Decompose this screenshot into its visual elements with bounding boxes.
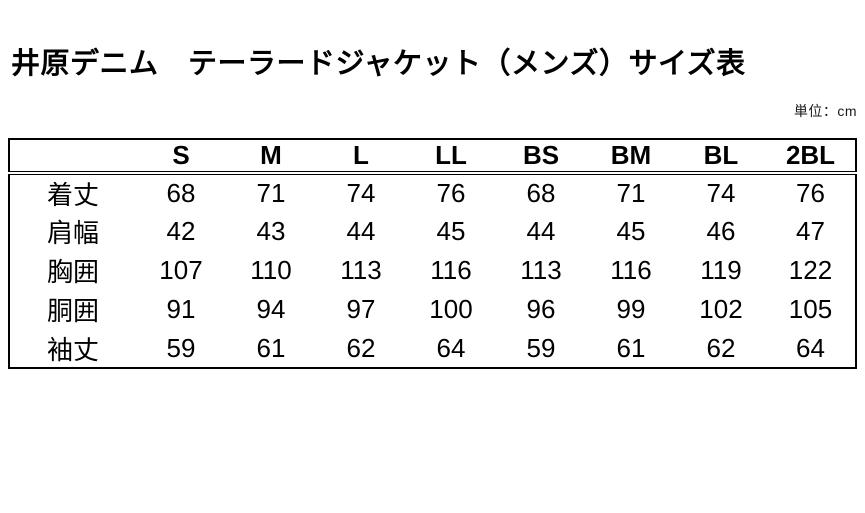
cell: 44 <box>526 216 556 246</box>
unit-label: 単位：cm <box>793 103 857 119</box>
cell: 46 <box>706 216 736 246</box>
cell: 116 <box>610 255 652 285</box>
cell: 43 <box>256 216 286 246</box>
cell: 107 <box>159 255 203 285</box>
row-label: 袖丈 <box>46 334 99 365</box>
cell: 42 <box>166 216 196 246</box>
cell: 74 <box>706 178 736 208</box>
cell: 96 <box>526 294 556 324</box>
cell: 61 <box>256 332 286 363</box>
row-label: 胸囲 <box>46 257 99 287</box>
cell: 45 <box>616 216 646 246</box>
table-row-sleeve-length: 袖丈 59 61 62 64 59 61 62 64 <box>9 329 856 368</box>
table-row-shoulder-width: 肩幅 42 43 44 45 44 45 46 47 <box>9 212 856 251</box>
cell: 119 <box>700 255 742 285</box>
cell: 102 <box>699 294 743 324</box>
row-label: 着丈 <box>46 180 99 210</box>
cell: 116 <box>430 255 472 285</box>
cell: 105 <box>788 294 833 324</box>
cell: 68 <box>166 178 196 208</box>
cell: 122 <box>788 255 833 285</box>
cell: 62 <box>706 332 736 363</box>
cell: 113 <box>340 255 382 285</box>
cell: 59 <box>526 332 556 363</box>
cell: 97 <box>346 294 376 324</box>
cell: 91 <box>166 294 196 324</box>
row-label: 胴囲 <box>46 296 99 326</box>
cell: 76 <box>796 178 825 208</box>
column-header-bs: BS <box>496 139 586 175</box>
column-header-bm: BM <box>586 139 676 175</box>
cell: 76 <box>436 178 466 208</box>
table-row-waist: 胴囲 91 94 97 100 96 99 102 105 <box>9 290 856 329</box>
column-header-l: L <box>316 139 406 175</box>
column-header-m: M <box>226 139 316 175</box>
cell: 110 <box>250 255 292 285</box>
cell: 64 <box>436 332 466 363</box>
cell: 71 <box>256 178 286 208</box>
table-row-chest: 胸囲 107 110 113 116 113 116 119 122 <box>9 251 856 290</box>
size-table: S M L LL BS BM BL 2BL 着丈 68 71 74 76 68 … <box>8 138 857 369</box>
cell: 74 <box>346 178 376 208</box>
cell: 44 <box>346 216 376 246</box>
column-header-s: S <box>136 139 226 175</box>
cell: 99 <box>616 294 646 324</box>
corner-cell <box>9 139 136 175</box>
cell: 61 <box>616 332 646 363</box>
cell: 64 <box>796 332 825 363</box>
page-title: 井原デニム テーラードジャケット（メンズ）サイズ表 <box>11 48 746 80</box>
cell: 71 <box>616 178 646 208</box>
cell: 113 <box>520 255 562 285</box>
cell: 62 <box>346 332 376 363</box>
column-header-2bl: 2BL <box>766 139 856 175</box>
column-header-bl: BL <box>676 139 766 175</box>
row-label: 肩幅 <box>46 218 99 248</box>
cell: 59 <box>166 332 196 363</box>
cell: 47 <box>796 216 825 246</box>
cell: 68 <box>526 178 556 208</box>
column-header-ll: LL <box>406 139 496 175</box>
cell: 100 <box>429 294 473 324</box>
table-row-body-length: 着丈 68 71 74 76 68 71 74 76 <box>9 173 856 212</box>
cell: 45 <box>436 216 466 246</box>
header-row: S M L LL BS BM BL 2BL <box>9 139 856 175</box>
cell: 94 <box>256 294 286 324</box>
